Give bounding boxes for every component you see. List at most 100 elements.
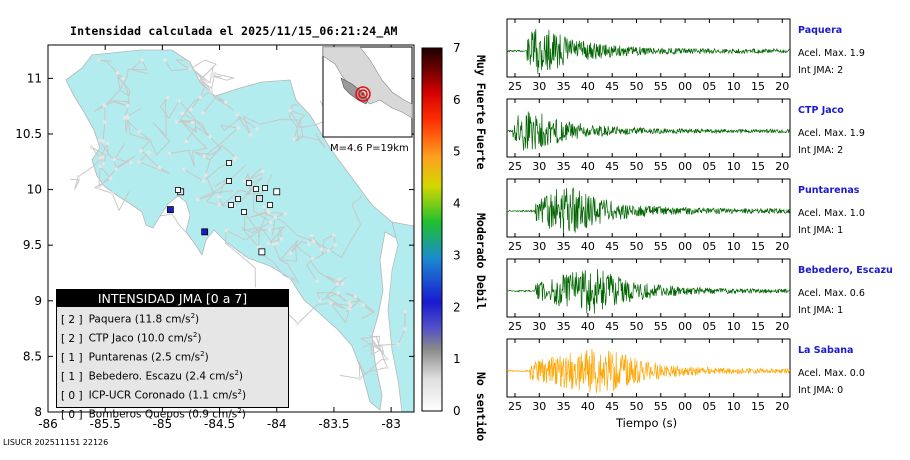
road-junction — [204, 173, 208, 177]
waveform-x-tick-label: 00 — [678, 320, 692, 333]
waveform-x-tick-label: 05 — [702, 80, 716, 93]
waveform-x-tick-label: 50 — [630, 320, 644, 333]
legend-item-level: [ 2 ] — [61, 332, 83, 345]
legend-item-unit-exp: 2 — [200, 350, 205, 359]
road-junction — [97, 185, 101, 190]
road-junction — [196, 197, 200, 202]
legend-item: [ 2 ] Paquera (11.8 cm/s2) — [61, 309, 288, 328]
road-junction — [98, 156, 102, 160]
road-line — [124, 107, 151, 141]
waveform-x-tick-label: 10 — [727, 320, 741, 333]
map-x-tick-label: -84.5 — [204, 417, 235, 431]
station-marker — [226, 160, 232, 166]
waveform-trace — [506, 187, 791, 235]
waveform-x-tick-label: 15 — [751, 400, 765, 413]
road-junction — [336, 291, 340, 295]
waveform-trace — [506, 348, 791, 393]
inset-label: M=4.6 P=19km — [330, 143, 409, 154]
waveform-panel: 25 30 35 40 45 50 55 00 05 10 15 20 Paquera Acel. Max… — [506, 18, 865, 93]
station-name: CTP Jaco — [798, 105, 844, 116]
colorbar-label: Moderado — [474, 213, 488, 268]
waveform-x-tick-label: 55 — [654, 240, 668, 253]
road-junction — [110, 191, 114, 195]
road-junction — [213, 71, 217, 76]
station-marker — [258, 248, 266, 256]
station-acel: Acel. Max. 1.9 — [798, 128, 865, 139]
road-junction — [190, 120, 195, 125]
legend-item-label: CTP Jaco (10.0 cm/s — [88, 332, 193, 345]
road-junction — [114, 167, 118, 171]
road-junction — [217, 203, 221, 207]
road-junction — [311, 239, 316, 244]
road-junction — [162, 58, 167, 62]
map-x-tick-label: -86 — [38, 417, 58, 431]
road-junction — [180, 111, 185, 116]
legend-item-close: ) — [241, 389, 247, 402]
legend-item-unit-exp: 2 — [234, 369, 239, 378]
road-junction — [98, 164, 103, 169]
road-junction — [146, 150, 151, 155]
waveform-x-tick-label: 35 — [557, 320, 571, 333]
road-junction — [292, 137, 296, 141]
waveform-x-tick-label: 30 — [532, 400, 546, 413]
road-line — [224, 229, 261, 288]
nicoya-gulf — [159, 195, 191, 233]
station-name: Bebedero, Escazu — [798, 265, 893, 276]
station-name: Paquera — [798, 25, 842, 36]
station-marker — [273, 188, 281, 196]
waveform-x-tick-label: 45 — [605, 80, 619, 93]
road-junction — [296, 321, 300, 326]
road-junction — [288, 251, 293, 255]
legend-item: [ 2 ] CTP Jaco (10.0 cm/s2) — [61, 328, 288, 347]
waveform-x-tick-label: 30 — [532, 160, 546, 173]
waveform-x-tick-label: 45 — [605, 320, 619, 333]
road-junction — [260, 169, 265, 174]
legend-item-close: ) — [204, 351, 209, 364]
station-acel: Acel. Max. 1.0 — [798, 208, 865, 219]
road-junction — [103, 120, 107, 124]
road-junction — [204, 80, 209, 84]
waveform-x-tick-label: 30 — [532, 80, 546, 93]
road-junction — [232, 157, 237, 161]
road-junction — [333, 243, 338, 247]
waveform-x-tick-label: 15 — [751, 80, 765, 93]
map-x-tick-label: -85 — [153, 417, 173, 431]
station-marker — [241, 209, 247, 215]
road-junction — [121, 76, 125, 81]
waveform-x-tick-label: 05 — [702, 240, 716, 253]
station-marker — [175, 187, 181, 193]
waveform-x-tick-label: 15 — [751, 320, 765, 333]
station-int: Int JMA: 0 — [798, 385, 843, 396]
road-junction — [224, 228, 229, 233]
road-junction — [115, 71, 120, 75]
road-line — [182, 112, 223, 161]
road-junction — [166, 95, 170, 100]
map-x-tick-label: -84 — [267, 417, 287, 431]
waveform-x-tick-label: 25 — [508, 240, 522, 253]
road-junction — [208, 134, 212, 139]
waveform-x-tick-label: 35 — [557, 240, 571, 253]
road-line — [294, 119, 327, 149]
waveform-panel: 25 30 35 40 45 50 55 00 05 10 15 20 Puntarenas Acel. … — [506, 178, 865, 253]
waveform-x-tick-label: 20 — [775, 80, 789, 93]
road-line — [329, 194, 362, 259]
legend-item-close: ) — [238, 370, 244, 383]
legend-item-close: ) — [241, 408, 246, 421]
waveform-x-tick-label: 55 — [654, 160, 668, 173]
station-marker — [246, 180, 252, 186]
legend-item-level: [ 2 ] — [61, 313, 83, 326]
road-junction — [177, 99, 181, 103]
station-marker — [235, 196, 241, 202]
road-line — [358, 335, 388, 380]
waveform-x-tick-label: 50 — [630, 160, 644, 173]
colorbar-tick-label: 2 — [453, 300, 461, 314]
legend-title: INTENSIDAD JMA [0 a 7] — [57, 290, 288, 307]
waveform-frame — [506, 98, 791, 158]
station-marker — [166, 206, 174, 213]
station-acel: Acel. Max. 0.0 — [798, 368, 865, 379]
road-junction — [396, 342, 400, 347]
road-line — [259, 252, 300, 284]
colorbar-tick-label: 7 — [453, 41, 461, 55]
waveform-x-tick-label: 45 — [605, 400, 619, 413]
station-int: Int JMA: 1 — [798, 225, 843, 236]
